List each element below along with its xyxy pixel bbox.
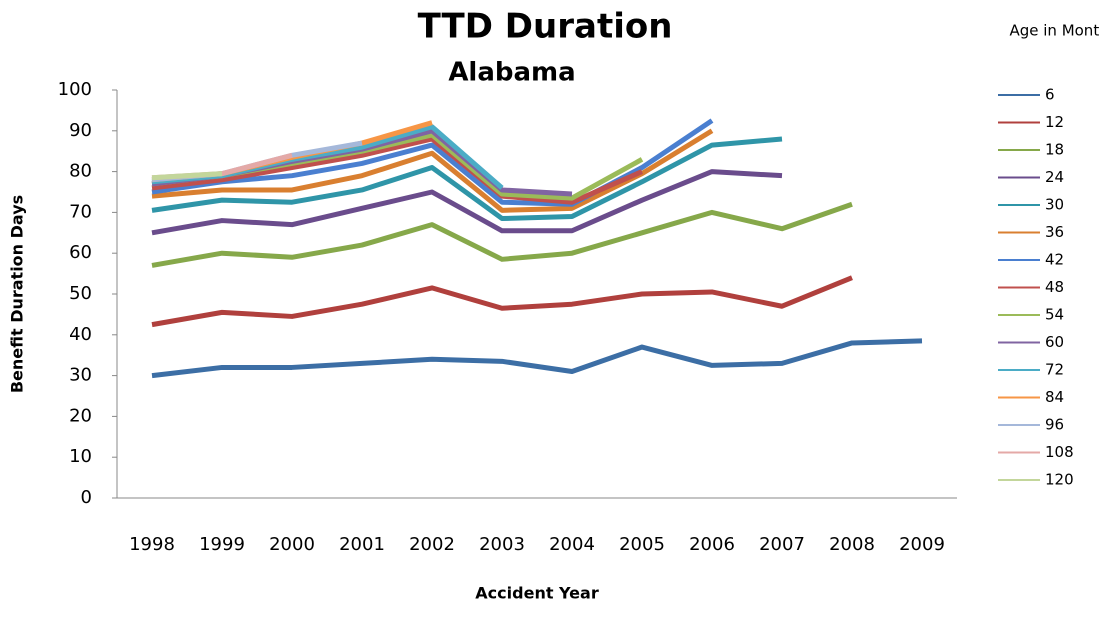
y-tick-label: 30 (69, 365, 92, 386)
series-line (151, 275, 853, 328)
x-tick-label: 2008 (829, 534, 875, 555)
x-tick-label: 2007 (759, 534, 805, 555)
legend-label: 120 (1045, 471, 1074, 489)
series-line (151, 201, 853, 268)
x-tick-label: 2002 (409, 534, 455, 555)
legend-label: 24 (1045, 168, 1064, 186)
legend-label: 36 (1045, 223, 1064, 241)
legend-title: Age in Months (1009, 22, 1099, 40)
y-tick-label: 40 (69, 324, 92, 345)
y-tick-label: 0 (81, 487, 92, 508)
legend-label: 42 (1045, 251, 1064, 269)
legend-label: 84 (1045, 388, 1064, 406)
series-line (151, 128, 714, 213)
series-line (151, 169, 783, 236)
x-axis-label: Accident Year (475, 584, 599, 603)
y-axis-label: Benefit Duration Days (8, 195, 27, 393)
legend-label: 54 (1045, 306, 1064, 324)
series-line (151, 171, 223, 181)
legend-label: 12 (1045, 113, 1064, 131)
x-tick-label: 2001 (339, 534, 385, 555)
y-tick-label: 60 (69, 242, 92, 263)
legend-label: 60 (1045, 333, 1064, 351)
y-tick-label: 100 (58, 79, 92, 100)
y-tick-label: 90 (69, 120, 92, 141)
y-tick-label: 50 (69, 283, 92, 304)
x-tick-label: 2005 (619, 534, 665, 555)
chart-subtitle: Alabama (448, 58, 575, 88)
y-tick-label: 80 (69, 161, 92, 182)
legend-label: 96 (1045, 416, 1064, 434)
x-tick-label: 2006 (689, 534, 735, 555)
legend-label: 48 (1045, 278, 1064, 296)
legend-label: 108 (1045, 443, 1074, 461)
x-tick-label: 1998 (129, 534, 175, 555)
x-tick-label: 2000 (269, 534, 315, 555)
legend-label: 18 (1045, 141, 1064, 159)
x-tick-label: 2009 (899, 534, 945, 555)
x-tick-label: 2004 (549, 534, 595, 555)
y-tick-label: 70 (69, 201, 92, 222)
series-line (151, 338, 923, 379)
y-tick-label: 10 (69, 446, 92, 467)
legend-label: 30 (1045, 196, 1064, 214)
x-tick-label: 1999 (199, 534, 245, 555)
legend-label: 6 (1045, 86, 1055, 104)
legend-label: 72 (1045, 361, 1064, 379)
series-line (151, 136, 644, 205)
x-tick-label: 2003 (479, 534, 525, 555)
chart-title: TTD Duration (418, 7, 673, 47)
series-line (151, 136, 783, 222)
y-tick-label: 20 (69, 405, 92, 426)
